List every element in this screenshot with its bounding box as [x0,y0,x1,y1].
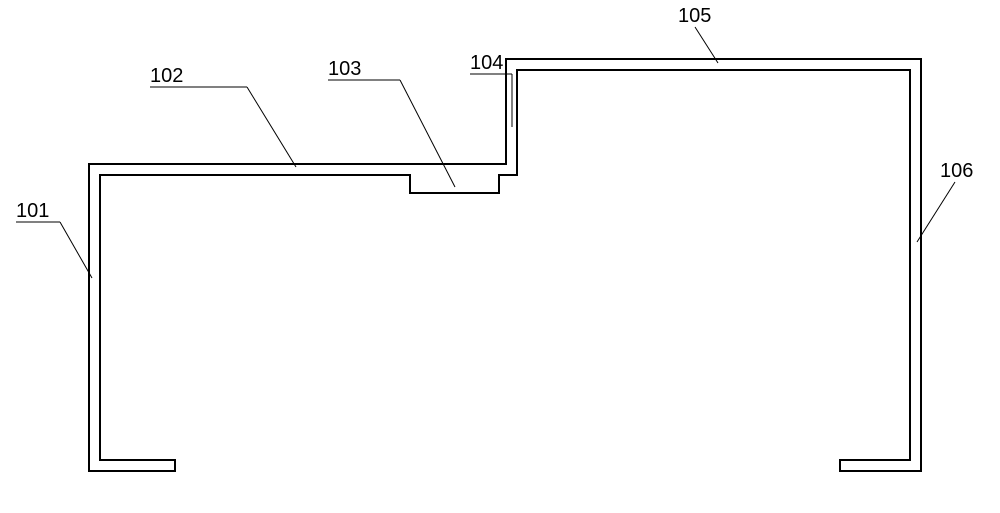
profile-outline [89,59,921,471]
label-102: 102 [150,65,183,88]
label-106: 106 [940,160,973,183]
label-105: 105 [678,5,711,28]
label-104: 104 [470,52,503,75]
label-103: 103 [328,58,361,81]
diagram-root: 101 102 103 104 105 106 [0,0,1000,513]
label-101: 101 [16,200,49,223]
